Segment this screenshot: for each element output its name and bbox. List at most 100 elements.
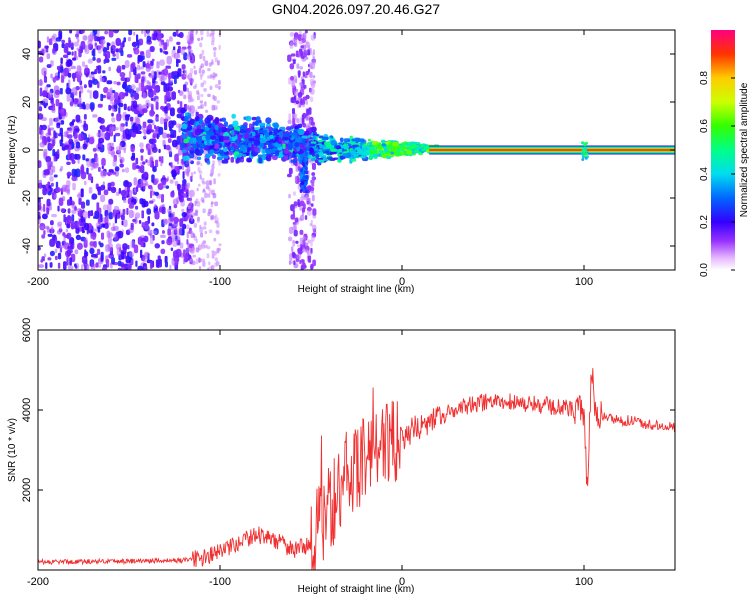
noise-cell	[303, 242, 309, 249]
noise-cell	[55, 255, 58, 261]
noise-cell	[123, 197, 127, 204]
signal-cell	[356, 146, 361, 151]
noise-cell	[190, 53, 194, 57]
noise-cell	[154, 116, 159, 121]
signal-cell	[223, 121, 229, 127]
noise-cell	[182, 171, 185, 180]
noise-cell	[104, 54, 108, 60]
noise-cell	[300, 214, 305, 221]
noise-cell	[46, 64, 52, 68]
noise-cell	[100, 170, 105, 177]
noise-cell	[51, 106, 56, 114]
noise-cell	[142, 92, 146, 100]
noise-cell	[188, 212, 192, 219]
noise-cell	[164, 261, 169, 268]
noise-cell	[159, 49, 163, 53]
noise-cell	[74, 206, 77, 211]
signal-cell	[253, 139, 261, 147]
noise-cell	[132, 100, 138, 109]
signal-cell	[251, 116, 257, 121]
signal-cell	[345, 145, 350, 149]
signal-cell	[279, 131, 284, 138]
signal-cell	[214, 117, 219, 124]
noise-cell	[99, 242, 104, 248]
noise-cell	[162, 230, 165, 234]
noise-cell	[73, 98, 79, 105]
noise-cell	[91, 193, 98, 200]
noise-cell	[202, 208, 206, 214]
signal-cell	[273, 127, 279, 134]
noise-cell	[183, 94, 187, 100]
noise-cell	[39, 141, 46, 148]
noise-cell	[183, 52, 188, 61]
noise-cell	[292, 84, 296, 89]
noise-cell	[217, 60, 220, 66]
signal-cell	[401, 142, 406, 145]
signal-cell	[324, 141, 330, 146]
noise-cell	[194, 200, 197, 207]
signal-cell	[282, 143, 286, 149]
noise-cell	[154, 124, 157, 130]
noise-cell	[47, 257, 52, 261]
noise-cell	[108, 222, 111, 226]
noise-cell	[210, 169, 214, 175]
noise-cell	[44, 168, 50, 176]
noise-cell	[49, 250, 55, 257]
noise-cell	[191, 212, 196, 217]
noise-cell	[126, 207, 129, 215]
noise-cell	[100, 39, 103, 48]
noise-cell	[117, 65, 122, 74]
signal-cell	[207, 123, 212, 128]
noise-cell	[145, 49, 151, 59]
signal-cell	[194, 116, 200, 122]
noise-cell	[111, 257, 115, 265]
noise-cell	[84, 249, 87, 258]
noise-cell	[141, 210, 144, 219]
noise-cell	[218, 243, 222, 247]
noise-cell	[161, 240, 165, 245]
noise-cell	[81, 255, 88, 264]
noise-cell	[68, 37, 71, 46]
noise-cell	[82, 154, 86, 161]
noise-cell	[61, 134, 64, 143]
noise-cell	[293, 191, 296, 196]
signal-cell	[329, 151, 337, 155]
noise-cell	[113, 134, 116, 143]
noise-cell	[74, 153, 78, 160]
noise-cell	[102, 70, 106, 74]
noise-cell	[189, 190, 192, 197]
noise-cell	[197, 105, 201, 110]
noise-cell	[176, 41, 181, 45]
carrier-line	[429, 149, 675, 151]
noise-cell	[201, 242, 204, 247]
noise-cell	[173, 46, 176, 51]
noise-cell	[95, 222, 102, 227]
noise-cell	[189, 72, 193, 77]
signal-cell	[304, 157, 308, 162]
noise-cell	[312, 75, 316, 79]
snr-ticks: -200 -100 0 100 2000 4000 6000	[21, 318, 675, 588]
noise-cell	[178, 123, 181, 133]
noise-cell	[48, 168, 54, 176]
signal-cell	[406, 149, 411, 155]
signal-cell	[411, 143, 417, 149]
noise-cell	[66, 215, 72, 225]
signal-cell	[284, 147, 290, 155]
signal-cell	[360, 150, 366, 156]
signal-cell	[395, 153, 402, 157]
noise-cell	[113, 30, 120, 34]
noise-cell	[200, 93, 204, 98]
noise-cell	[173, 204, 178, 209]
noise-cell	[186, 55, 191, 59]
signal-cell	[187, 139, 191, 144]
noise-cell	[57, 205, 60, 212]
noise-cell	[71, 168, 76, 177]
noise-cell	[186, 75, 190, 79]
noise-cell	[111, 57, 117, 61]
signal-cell	[364, 147, 368, 150]
noise-cell	[299, 229, 304, 235]
noise-cell	[138, 169, 141, 173]
colorbar: 0.0 0.2 0.4 0.6 0.8 Normalized spectral ampl…	[699, 30, 750, 277]
noise-cell	[72, 76, 76, 82]
